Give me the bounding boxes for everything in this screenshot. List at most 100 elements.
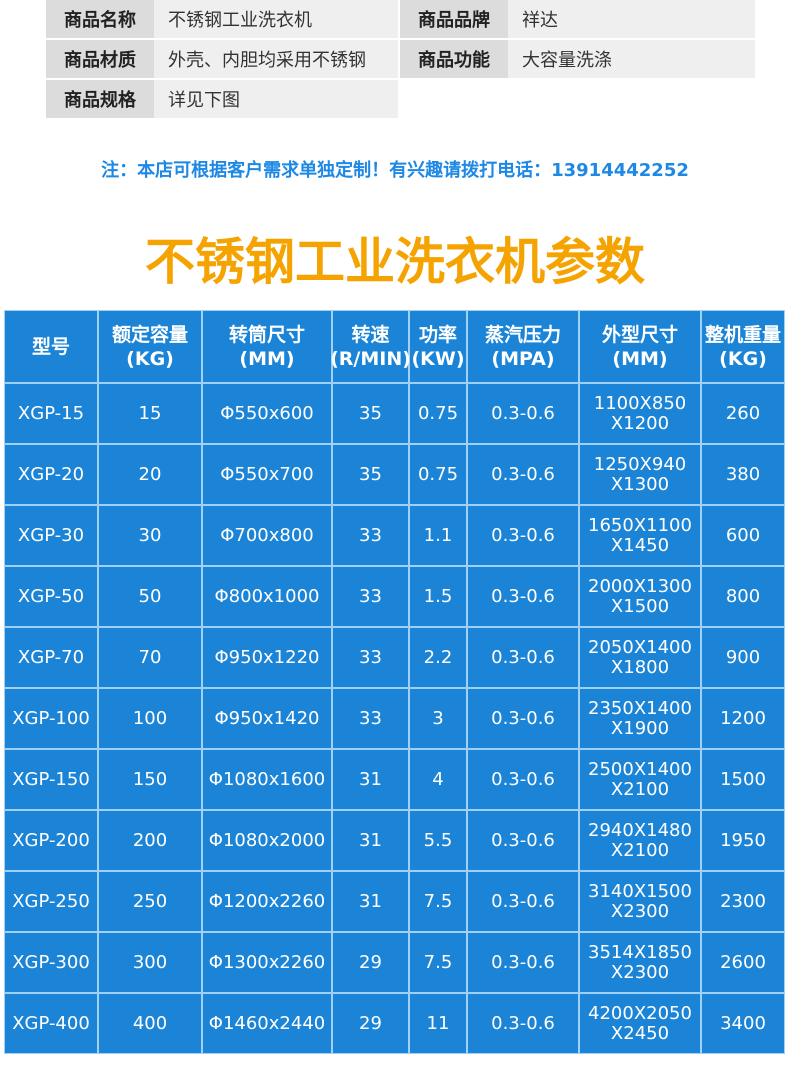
cell-line: (MM): [239, 347, 295, 370]
data-cell: 0.3-0.6: [467, 749, 579, 810]
data-cell: 800: [701, 566, 785, 627]
cell-line: X1900: [610, 717, 670, 739]
data-cell: 3514X1850 X2300: [579, 932, 701, 993]
data-cell: 31: [332, 810, 409, 871]
data-cell: Φ950x1220: [202, 627, 332, 688]
info-label: 商品名称: [46, 0, 154, 38]
cell-line: (KG): [126, 347, 174, 370]
data-cell: 1.1: [409, 505, 467, 566]
data-cell: XGP-300: [4, 932, 98, 993]
info-value: 祥达: [508, 0, 755, 38]
data-cell: XGP-70: [4, 627, 98, 688]
data-cell: 50: [98, 566, 202, 627]
data-cell: 29: [332, 932, 409, 993]
data-cell: 7.5: [409, 932, 467, 993]
data-cell: 0.3-0.6: [467, 444, 579, 505]
info-label: 商品品牌: [400, 0, 508, 38]
data-cell: 11: [409, 993, 467, 1054]
header-cell: 功率 (KW): [409, 310, 467, 383]
data-cell: 1100X850 X1200: [579, 383, 701, 444]
data-cell: 2.2: [409, 627, 467, 688]
data-cell: 70: [98, 627, 202, 688]
data-cell: 20: [98, 444, 202, 505]
data-cell: 4200X2050 X2450: [579, 993, 701, 1054]
data-cell: 2600: [701, 932, 785, 993]
data-cell: 4: [409, 749, 467, 810]
data-cell: XGP-250: [4, 871, 98, 932]
data-cell: 400: [98, 993, 202, 1054]
header-cell: 额定容量 (KG): [98, 310, 202, 383]
data-cell: 0.3-0.6: [467, 383, 579, 444]
data-cell: 15: [98, 383, 202, 444]
cell-line: 2500X1400: [588, 758, 692, 780]
info-value: 大容量洗涤: [508, 40, 755, 78]
info-value: 不锈钢工业洗衣机: [154, 0, 398, 38]
data-cell: 3400: [701, 993, 785, 1054]
cell-line: X1300: [610, 473, 670, 495]
cell-line: (KG): [719, 347, 767, 370]
data-cell: XGP-30: [4, 505, 98, 566]
data-cell: Φ1080x1600: [202, 749, 332, 810]
data-cell: 0.3-0.6: [467, 993, 579, 1054]
data-cell: 2050X1400 X1800: [579, 627, 701, 688]
data-cell: XGP-200: [4, 810, 98, 871]
data-cell: XGP-15: [4, 383, 98, 444]
data-cell: 1950: [701, 810, 785, 871]
data-cell: 260: [701, 383, 785, 444]
data-cell: 200: [98, 810, 202, 871]
title: 不锈钢工业洗衣机参数: [145, 233, 645, 291]
cell-line: (R/MIN): [330, 347, 411, 370]
data-cell: 380: [701, 444, 785, 505]
data-cell: 250: [98, 871, 202, 932]
info-label: 商品材质: [46, 40, 154, 78]
cell-line: (MPA): [491, 347, 555, 370]
data-cell: Φ800x1000: [202, 566, 332, 627]
data-cell: XGP-50: [4, 566, 98, 627]
cell-line: 外型尺寸: [601, 323, 678, 346]
data-cell: 2000X1300 X1500: [579, 566, 701, 627]
data-cell: Φ950x1420: [202, 688, 332, 749]
cell-line: 2940X1480: [588, 819, 692, 841]
header-cell: 整机重量 (KG): [701, 310, 785, 383]
data-cell: Φ1300x2260: [202, 932, 332, 993]
data-cell: 1500: [701, 749, 785, 810]
header-cell: 转筒尺寸 (MM): [202, 310, 332, 383]
cell-line: (MM): [612, 347, 668, 370]
data-cell: XGP-20: [4, 444, 98, 505]
data-cell: 100: [98, 688, 202, 749]
cell-line: 蒸汽压力: [484, 323, 561, 346]
data-cell: XGP-150: [4, 749, 98, 810]
data-cell: Φ1080x2000: [202, 810, 332, 871]
info-value: 详见下图: [154, 80, 398, 118]
data-cell: 2940X1480 X2100: [579, 810, 701, 871]
data-cell: Φ1200x2260: [202, 871, 332, 932]
data-cell: Φ700x800: [202, 505, 332, 566]
note: 注：本店可根据客户需求单独定制！有兴趣请拨打电话：13914442252: [101, 160, 689, 181]
data-cell: 2350X1400 X1900: [579, 688, 701, 749]
data-cell: Φ550x600: [202, 383, 332, 444]
data-cell: 3140X1500 X2300: [579, 871, 701, 932]
data-cell: XGP-400: [4, 993, 98, 1054]
data-cell: 0.3-0.6: [467, 566, 579, 627]
data-cell: 33: [332, 505, 409, 566]
cell-line: X1500: [610, 595, 670, 617]
cell-line: 1650X1100: [588, 514, 692, 536]
cell-line: X2100: [610, 778, 670, 800]
cell-line: 转筒尺寸: [228, 323, 305, 346]
data-cell: 1.5: [409, 566, 467, 627]
cell-line: 3514X1850: [588, 941, 692, 963]
cell-line: 型号: [31, 335, 70, 358]
data-cell: 0.3-0.6: [467, 688, 579, 749]
cell-line: 转速: [351, 323, 390, 346]
cell-line: X2100: [610, 839, 670, 861]
data-cell: 29: [332, 993, 409, 1054]
cell-line: 额定容量: [111, 323, 188, 346]
data-cell: Φ550x700: [202, 444, 332, 505]
cell-line: 2000X1300: [588, 575, 692, 597]
data-cell: 300: [98, 932, 202, 993]
cell-line: X1800: [610, 656, 670, 678]
data-cell: 33: [332, 566, 409, 627]
cell-line: X2450: [610, 1022, 670, 1044]
data-cell: 900: [701, 627, 785, 688]
data-cell: 0.3-0.6: [467, 505, 579, 566]
